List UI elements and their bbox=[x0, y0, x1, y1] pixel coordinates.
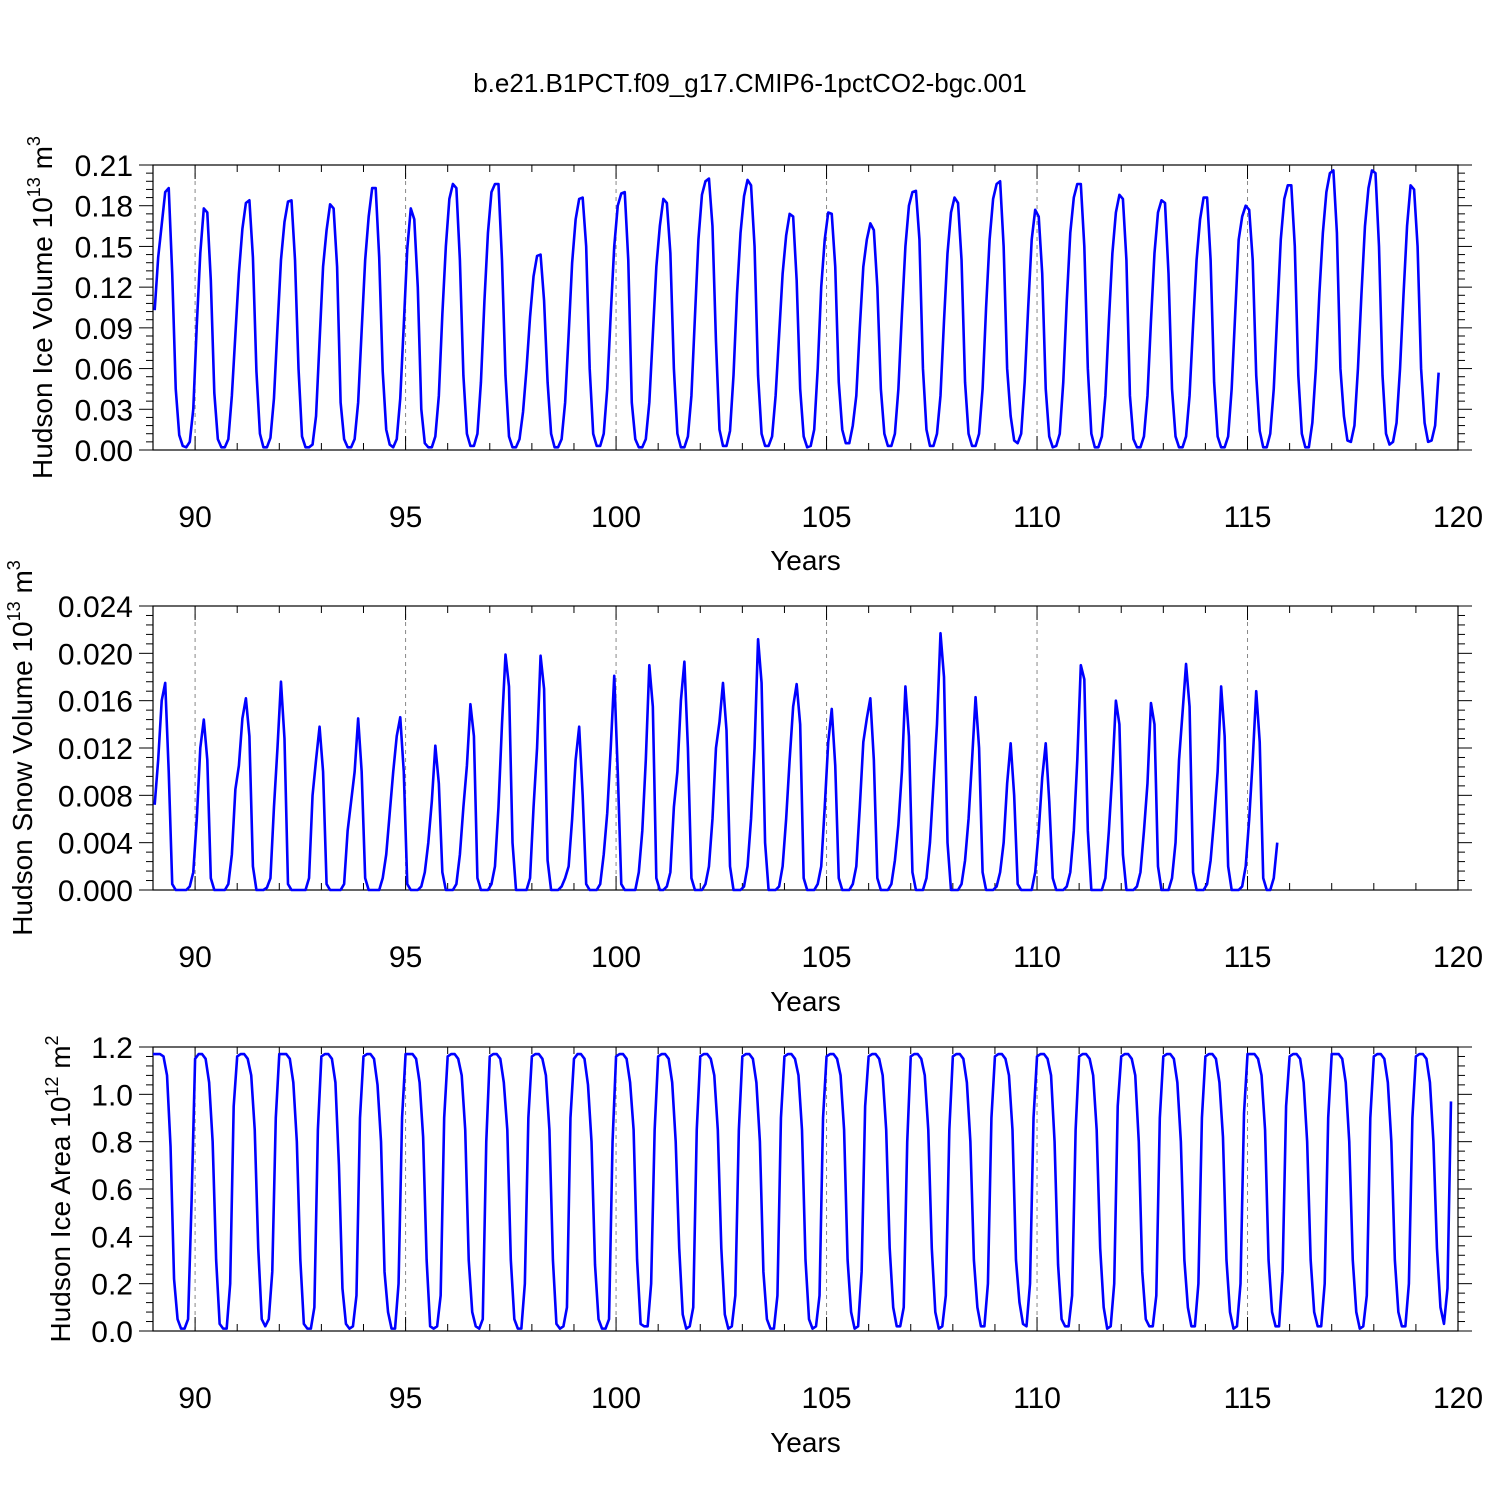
y-tick-label: 0.024 bbox=[58, 591, 133, 624]
y-tick-label: 0.15 bbox=[75, 231, 133, 264]
y-tick-label: 0.6 bbox=[91, 1174, 133, 1207]
x-axis-title: Years bbox=[770, 986, 841, 1017]
x-tick-label: 90 bbox=[178, 501, 211, 534]
y-tick-label: 0.09 bbox=[75, 313, 133, 346]
y-axis-title-unit: m bbox=[45, 1045, 76, 1076]
plot-frame bbox=[152, 605, 1459, 891]
y-tick-label: 0.012 bbox=[58, 733, 133, 766]
x-tick-label: 90 bbox=[178, 941, 211, 974]
panel-ice-volume: 90 95 100 105 110 115 120 0.00 0.03 0.06 0.09 0.12 0… bbox=[24, 136, 1483, 576]
figure-title: b.e21.B1PCT.f09_g17.CMIP6-1pctCO2-bgc.00… bbox=[473, 68, 1027, 98]
ice-area-series-line bbox=[153, 1052, 1453, 1330]
y-axis-title-exponent: 13 bbox=[24, 177, 44, 197]
y-tick-label: 0.21 bbox=[75, 150, 133, 183]
y-tick-label: 0.2 bbox=[91, 1269, 133, 1302]
y-axis-title-unit: m bbox=[27, 146, 58, 177]
x-tick-label: 110 bbox=[1013, 1382, 1061, 1415]
y-tick-label: 0.03 bbox=[75, 394, 133, 427]
x-tick-label: 115 bbox=[1224, 941, 1272, 974]
y-tick-label: 0.020 bbox=[58, 638, 133, 671]
x-tick-label: 100 bbox=[591, 501, 641, 534]
x-tick-label: 90 bbox=[178, 1382, 211, 1415]
y-tick-label: 1.0 bbox=[91, 1079, 133, 1112]
y-tick-label: 1.2 bbox=[91, 1032, 133, 1065]
snow-volume-series-line bbox=[153, 631, 1279, 892]
y-axis-title-exponent: 12 bbox=[42, 1077, 62, 1097]
plot-frame bbox=[152, 1046, 1459, 1332]
y-tick-label: 0.008 bbox=[58, 780, 133, 813]
y-axis-title: Hudson Ice Area 1012 m2 bbox=[42, 1035, 76, 1342]
y-tick-label: 0.4 bbox=[91, 1221, 133, 1254]
y-axis-title-unit-exponent: 3 bbox=[4, 560, 24, 570]
x-tick-label: 120 bbox=[1433, 941, 1483, 974]
panel-ice-area: 90 95 100 105 110 115 120 0.0 0.2 0.4 0.6 0.8 1.0 1.2… bbox=[42, 1032, 1483, 1458]
x-tick-label: 95 bbox=[389, 941, 422, 974]
x-tick-label: 105 bbox=[802, 501, 852, 534]
y-axis-title-unit: m bbox=[7, 570, 38, 601]
x-tick-label: 120 bbox=[1433, 1382, 1483, 1415]
y-axis-title: Hudson Snow Volume 1013 m3 bbox=[4, 560, 38, 936]
y-tick-label: 0.016 bbox=[58, 686, 133, 719]
x-tick-label: 115 bbox=[1224, 501, 1272, 534]
x-tick-label: 105 bbox=[802, 1382, 852, 1415]
y-axis-title-unit-exponent: 3 bbox=[24, 136, 44, 146]
ice-volume-series-line bbox=[153, 169, 1440, 449]
y-axis-title-exponent: 13 bbox=[4, 601, 24, 621]
y-axis-title-text: Hudson Snow Volume 10 bbox=[7, 621, 38, 935]
y-tick-label: 0.06 bbox=[75, 354, 133, 387]
x-tick-label: 110 bbox=[1013, 501, 1061, 534]
y-axis-title: Hudson Ice Volume 1013 m3 bbox=[24, 136, 58, 479]
x-tick-label: 120 bbox=[1433, 501, 1483, 534]
y-axis-title-text: Hudson Ice Area 10 bbox=[45, 1097, 76, 1343]
x-tick-label: 100 bbox=[591, 1382, 641, 1415]
panel-snow-volume: 90 95 100 105 110 115 120 0.000 0.004 0.008 0.012 0… bbox=[4, 560, 1483, 1017]
y-tick-label: 0.0 bbox=[91, 1316, 133, 1349]
y-tick-label: 0.004 bbox=[58, 828, 133, 861]
plot-frame bbox=[152, 164, 1459, 451]
x-tick-label: 110 bbox=[1013, 941, 1061, 974]
x-tick-label: 105 bbox=[802, 941, 852, 974]
x-tick-label: 95 bbox=[389, 501, 422, 534]
y-axis-title-text: Hudson Ice Volume 10 bbox=[27, 197, 58, 479]
y-tick-label: 0.000 bbox=[58, 875, 133, 908]
x-axis-title: Years bbox=[770, 1427, 841, 1458]
y-tick-label: 0.18 bbox=[75, 191, 133, 224]
x-tick-label: 100 bbox=[591, 941, 641, 974]
x-tick-label: 95 bbox=[389, 1382, 422, 1415]
y-tick-label: 0.00 bbox=[75, 435, 133, 468]
x-tick-label: 115 bbox=[1224, 1382, 1272, 1415]
y-axis-title-unit-exponent: 2 bbox=[42, 1035, 62, 1045]
y-tick-label: 0.8 bbox=[91, 1127, 133, 1160]
y-tick-label: 0.12 bbox=[75, 272, 133, 305]
x-axis-title: Years bbox=[770, 545, 841, 576]
